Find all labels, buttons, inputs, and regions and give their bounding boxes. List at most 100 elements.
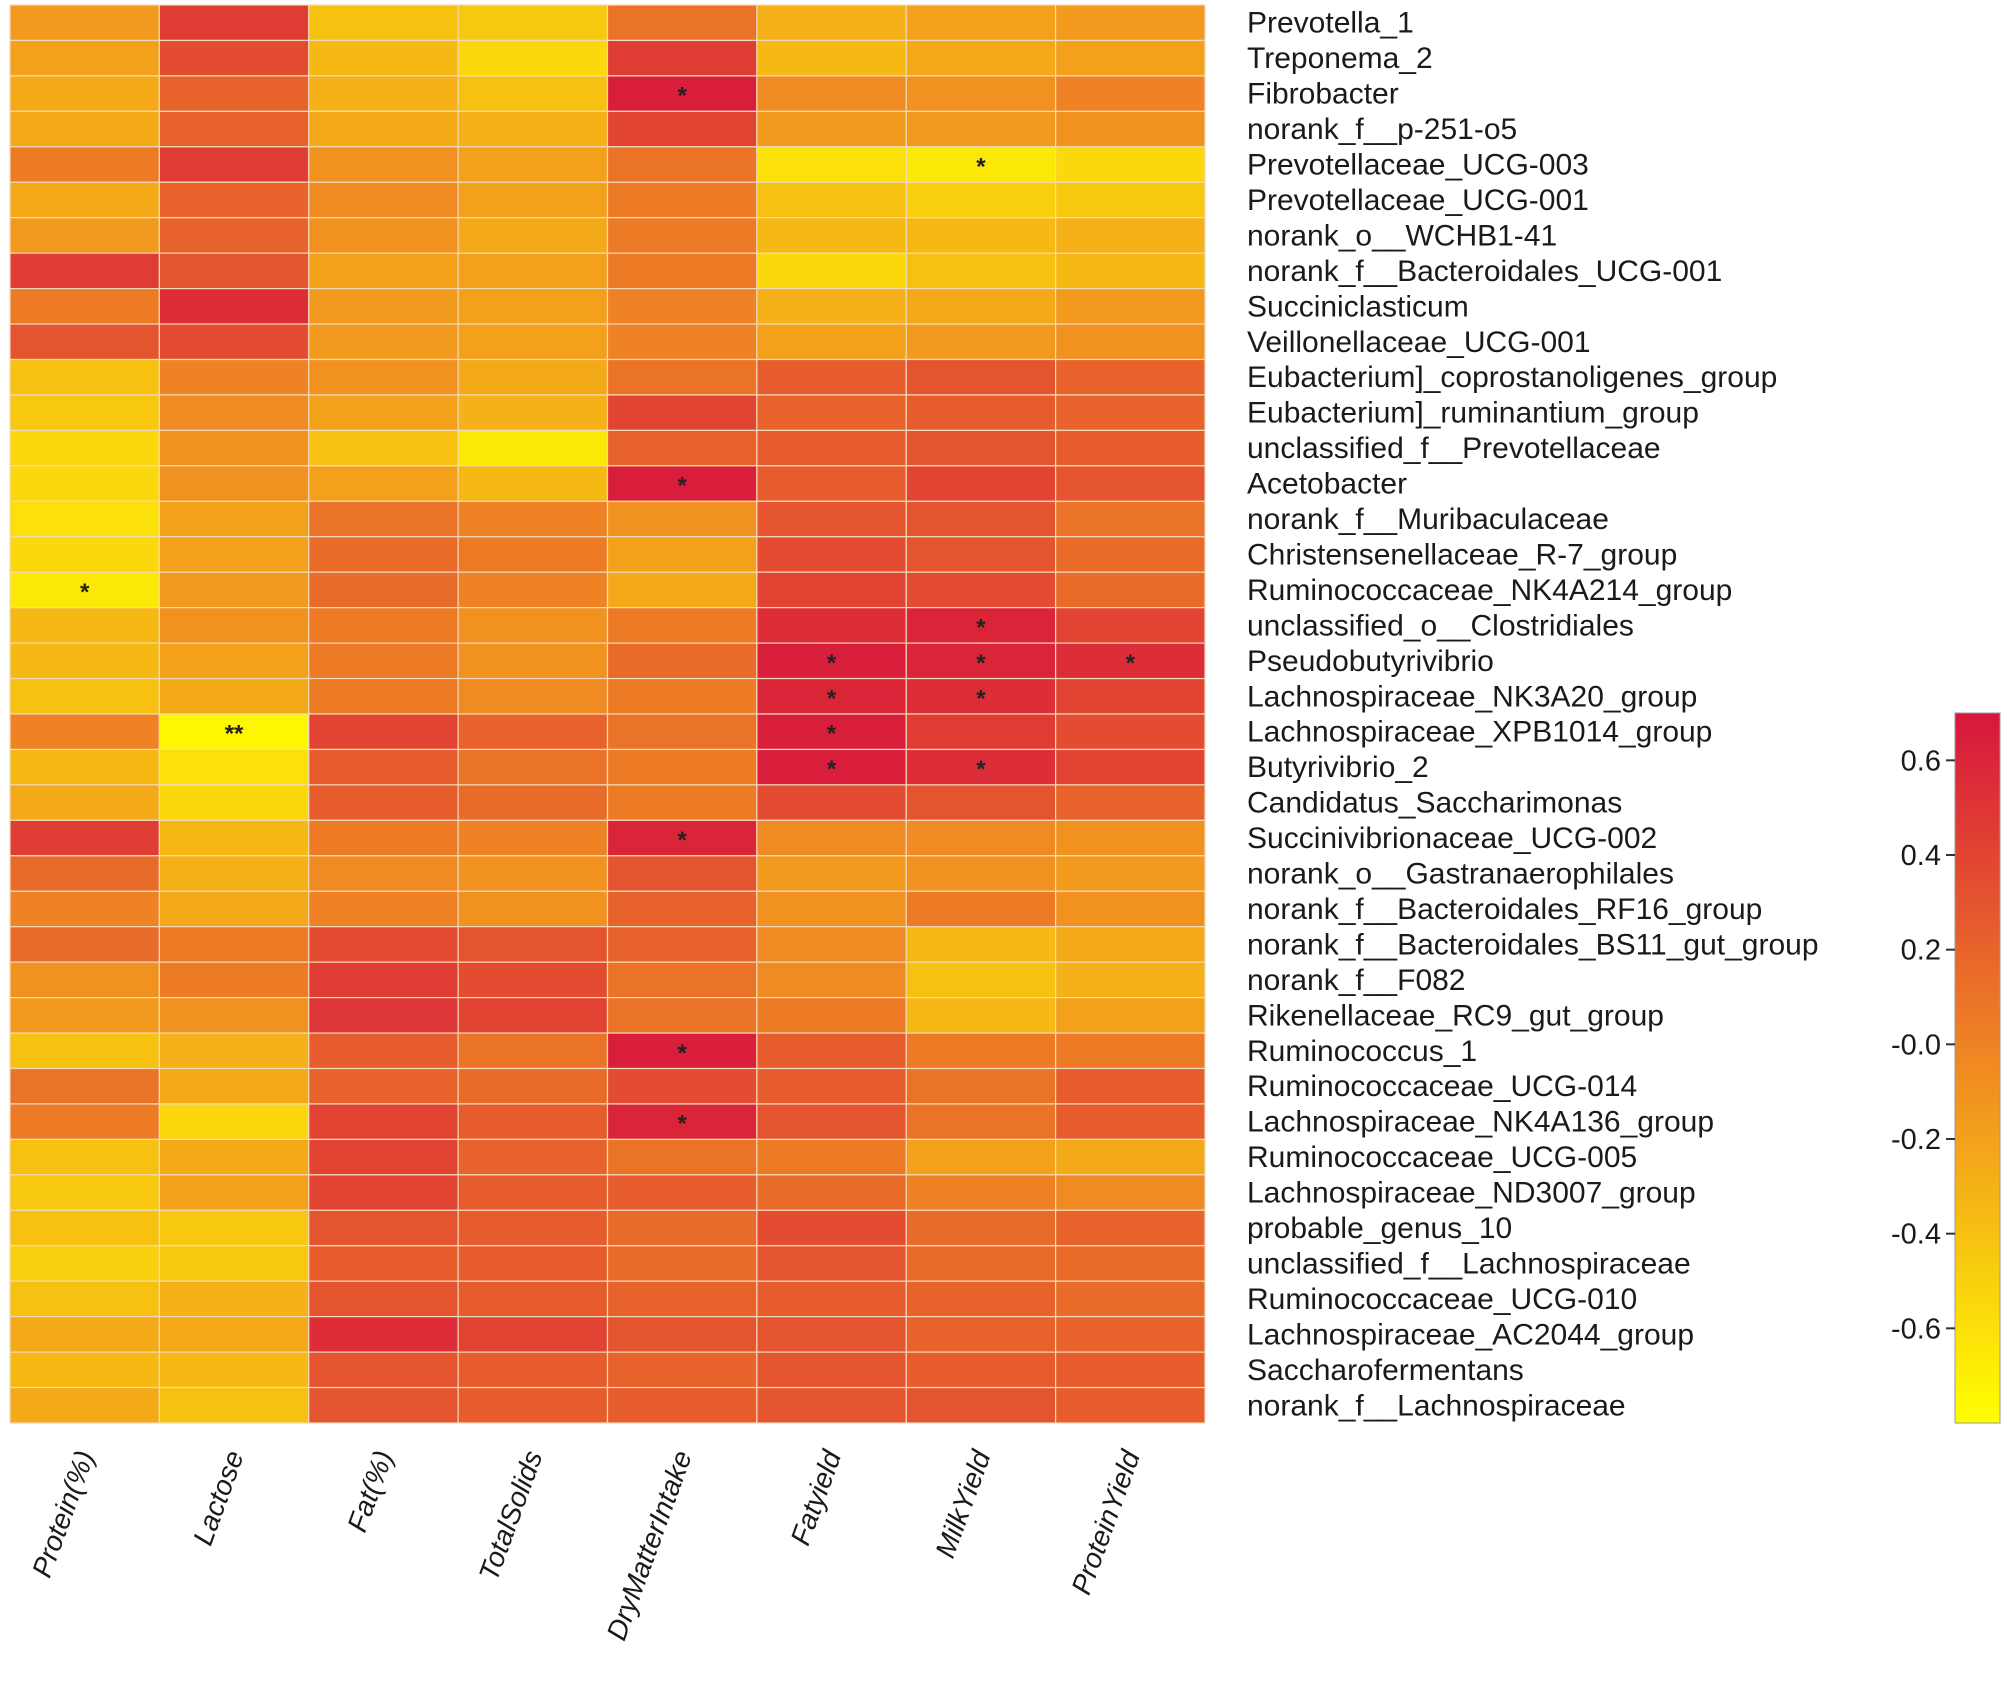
- heatmap-cell: [158, 1280, 310, 1318]
- significance-mark: *: [976, 685, 986, 712]
- heatmap-cell: [1055, 1351, 1206, 1389]
- row-label: Rikenellaceae_RC9_gut_group: [1247, 999, 1664, 1032]
- heatmap-cell: [606, 217, 758, 254]
- heatmap-cell: [1055, 1103, 1206, 1140]
- heatmap-cell: [9, 429, 160, 467]
- row-label: Lachnospiraceae_XPB1014_group: [1247, 716, 1712, 749]
- heatmap-cell: [308, 1280, 459, 1318]
- heatmap-cell: [158, 607, 310, 644]
- heatmap-cell: [756, 1067, 907, 1105]
- heatmap-cell: [1055, 323, 1206, 361]
- heatmap-cell: [158, 181, 310, 219]
- heatmap-cell: [457, 1386, 609, 1424]
- heatmap-cell: [158, 500, 310, 538]
- heatmap-cell: [606, 784, 758, 821]
- heatmap-cell: [308, 1138, 459, 1176]
- heatmap-cell: [158, 146, 310, 183]
- heatmap-cell: [1055, 500, 1206, 538]
- heatmap-cell: [457, 1245, 609, 1282]
- heatmap-cell: [756, 110, 907, 148]
- heatmap-cell: [606, 571, 758, 609]
- heatmap-cell: [308, 677, 459, 715]
- row-label: Ruminococcaceae_UCG-010: [1247, 1283, 1637, 1316]
- row-label: Ruminococcus_1: [1247, 1035, 1477, 1068]
- heatmap-cell: [457, 1280, 609, 1318]
- heatmap-cell: [9, 642, 160, 680]
- heatmap-cell: [756, 1351, 907, 1389]
- heatmap-cell: [9, 1316, 160, 1353]
- heatmap-cell: [308, 4, 459, 42]
- heatmap-cell: [1055, 181, 1206, 219]
- heatmap-cell: [756, 39, 907, 77]
- heatmap-cell: [1055, 39, 1206, 77]
- row-label: norank_f__Bacteroidales_RF16_group: [1247, 893, 1762, 926]
- heatmap-cell: [9, 1280, 160, 1318]
- heatmap-cell: [905, 1103, 1057, 1140]
- heatmap-cell: [457, 429, 609, 467]
- heatmap-cell: [308, 181, 459, 219]
- heatmap-cell: [158, 571, 310, 609]
- heatmap-cell: [756, 996, 907, 1034]
- heatmap-cell: [158, 784, 310, 821]
- heatmap-cell: [905, 75, 1057, 112]
- row-label: norank_f__Bacteroidales_BS11_gut_group: [1247, 928, 1819, 961]
- column-label: Fat(%): [341, 1446, 399, 1536]
- heatmap-cell: [905, 819, 1057, 857]
- heatmap-cell: [308, 1351, 459, 1389]
- heatmap-cell: [905, 288, 1057, 325]
- heatmap-cell: [756, 1316, 907, 1353]
- row-label: Lachnospiraceae_AC2044_group: [1247, 1318, 1694, 1351]
- heatmap-cell: [457, 784, 609, 821]
- heatmap-cell: [756, 394, 907, 432]
- heatmap-cell: [905, 1209, 1057, 1247]
- heatmap-cell: [606, 1209, 758, 1247]
- significance-mark: *: [976, 650, 986, 677]
- heatmap-cell: [308, 252, 459, 290]
- heatmap-cell: [1055, 4, 1206, 42]
- row-label: unclassified_f__Lachnospiraceae: [1247, 1247, 1691, 1280]
- row-label: Ruminococcaceae_UCG-014: [1247, 1070, 1637, 1103]
- heatmap-cell: [457, 1174, 609, 1211]
- row-label: Fibrobacter: [1247, 78, 1399, 111]
- heatmap-cell: [606, 323, 758, 361]
- heatmap-cell: [457, 4, 609, 42]
- colorbar-tick-label: -0.2: [1891, 1124, 1941, 1156]
- row-labels: Prevotella_1Treponema_2Fibrobacternorank…: [1247, 7, 1819, 1423]
- heatmap-cell: [606, 1067, 758, 1105]
- heatmap-cell: [606, 500, 758, 538]
- heatmap-cell: [9, 288, 160, 325]
- heatmap-cell: [606, 110, 758, 148]
- heatmap-cell: [9, 890, 160, 928]
- heatmap-cell: [756, 961, 907, 999]
- heatmap-cell: [905, 890, 1057, 928]
- heatmap-cell: [457, 996, 609, 1034]
- row-label: norank_f__p-251-o5: [1247, 113, 1517, 146]
- heatmap-cell: [606, 1280, 758, 1318]
- heatmap-cell: [1055, 1174, 1206, 1211]
- row-label: norank_f__Lachnospiraceae: [1247, 1389, 1626, 1422]
- heatmap-cell: [1055, 358, 1206, 396]
- heatmap-cell: [606, 713, 758, 751]
- heatmap-cell: [756, 358, 907, 396]
- heatmap-cell: [158, 1351, 310, 1389]
- heatmap-cell: [756, 536, 907, 573]
- row-label: Veillonellaceae_UCG-001: [1247, 326, 1591, 359]
- heatmap-cell: [457, 146, 609, 183]
- heatmap-cell: [457, 465, 609, 502]
- row-label: Lachnospiraceae_NK4A136_group: [1247, 1106, 1714, 1139]
- row-label: norank_f__F082: [1247, 964, 1466, 997]
- heatmap-cell: [756, 1032, 907, 1070]
- heatmap-cell: [756, 1209, 907, 1247]
- heatmap-cell: [606, 961, 758, 999]
- heatmap-cell: [308, 429, 459, 467]
- heatmap-cell: [457, 1316, 609, 1353]
- heatmap-cell: [158, 429, 310, 467]
- colorbar: 0.6 0.4 0.2 -0.0 -0.2 -0.4 -0.6: [1891, 712, 2001, 1424]
- heatmap-cell: [9, 607, 160, 644]
- heatmap-cell: [756, 1386, 907, 1424]
- heatmap-cell: [606, 1386, 758, 1424]
- heatmap-cell: [308, 713, 459, 751]
- heatmap-cell: [905, 252, 1057, 290]
- heatmap-cell: [457, 607, 609, 644]
- heatmap-cell: [308, 855, 459, 892]
